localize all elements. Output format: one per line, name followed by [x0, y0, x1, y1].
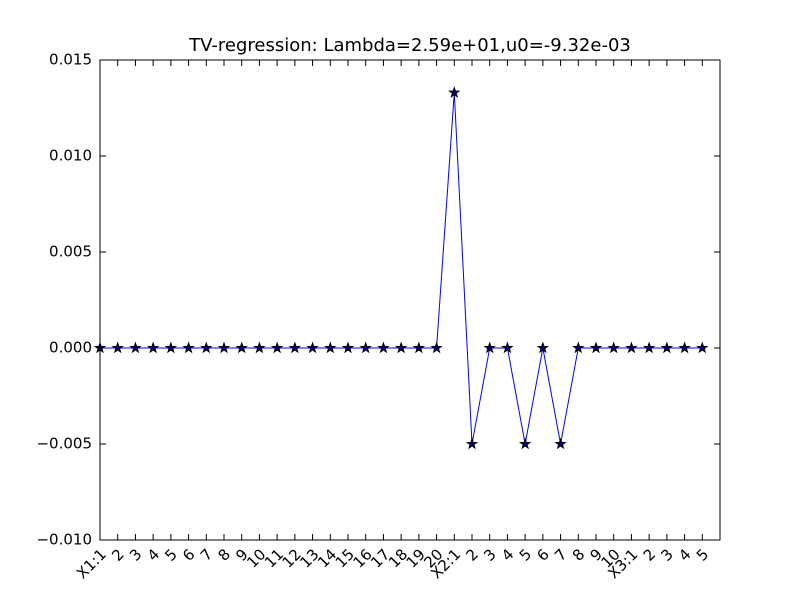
- point-marker: [217, 341, 231, 354]
- point-marker: [572, 341, 585, 354]
- point-marker: [501, 341, 514, 354]
- point-marker: [642, 341, 656, 354]
- y-tick-label: −0.005: [36, 435, 92, 453]
- point-marker: [660, 341, 674, 354]
- y-tick-label: −0.010: [36, 531, 92, 549]
- y-tick-label: 0.000: [49, 339, 92, 357]
- point-marker: [430, 341, 443, 354]
- point-marker: [625, 341, 638, 354]
- point-marker: [377, 341, 390, 354]
- y-tick-label: 0.015: [49, 51, 92, 69]
- point-marker: [359, 341, 372, 354]
- chart-title: TV-regression: Lambda=2.59e+01,u0=-9.32e…: [188, 35, 631, 56]
- point-marker: [696, 341, 709, 354]
- point-marker: [129, 341, 142, 354]
- point-marker: [324, 341, 337, 354]
- point-marker: [182, 341, 195, 354]
- plot-frame: [99, 59, 721, 541]
- point-marker: [465, 437, 479, 450]
- point-marker: [270, 341, 284, 354]
- point-marker: [253, 341, 266, 354]
- point-marker: [448, 86, 461, 98]
- point-marker: [412, 341, 426, 354]
- point-marker: [607, 341, 620, 354]
- point-marker: [341, 341, 355, 354]
- point-marker: [518, 437, 532, 450]
- point-marker: [306, 341, 319, 354]
- point-marker: [483, 341, 496, 354]
- point-marker: [288, 341, 302, 354]
- point-marker: [394, 341, 408, 354]
- point-marker: [536, 341, 550, 354]
- point-marker: [554, 437, 567, 450]
- point-marker: [678, 341, 691, 354]
- point-marker: [235, 341, 248, 354]
- point-marker: [111, 341, 124, 354]
- point-marker: [589, 341, 603, 354]
- point-marker: [146, 341, 160, 354]
- y-tick-label: 0.005: [49, 243, 92, 261]
- point-marker: [164, 341, 178, 354]
- point-marker: [200, 341, 213, 354]
- y-tick-label: 0.010: [49, 147, 92, 165]
